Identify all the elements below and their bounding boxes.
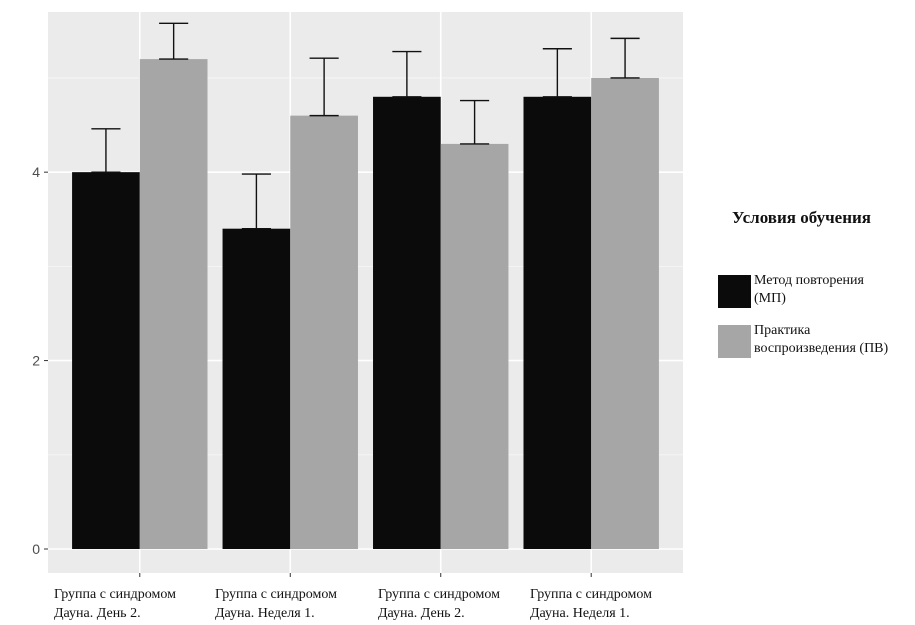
bar-mp-2 [222,228,291,549]
x-tick-label-2: Группа с синдромом Дауна. Неделя 1. [215,587,337,621]
legend-title: Условия обучения [732,208,871,227]
bar-pv-2 [290,115,358,549]
y-tick-label: 0 [32,541,40,557]
x-tick-label-1: Группа с синдромом Дауна. День 2. [54,587,176,621]
bar-pv-4 [591,77,659,550]
y-tick-label: 2 [32,353,40,369]
legend-swatch-mp [718,275,751,308]
y-tick-label: 4 [32,164,40,180]
legend: Условия обучения Метод повторения (МП) П… [716,208,915,358]
x-tick-label-3: Группа с синдромом Дауна. День 2. [378,587,500,621]
bar-pv-1 [139,59,208,550]
legend-label-mp: Метод повторения (МП) [754,273,864,306]
bar-pv-3 [440,143,509,550]
legend-label-pv: Практика воспроизведения (ПВ) [754,323,889,356]
bar-mp-1 [72,172,140,549]
x-tick-label-4: Группа с синдромом Дауна. Неделя 1. [530,587,652,621]
bar-mp-4 [523,96,592,549]
bar-mp-3 [373,96,441,549]
legend-swatch-pv [718,325,751,358]
